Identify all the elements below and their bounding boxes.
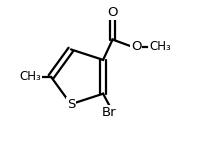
Text: Br: Br xyxy=(102,106,117,119)
Text: CH₃: CH₃ xyxy=(19,70,41,83)
Text: CH₃: CH₃ xyxy=(150,40,171,53)
Text: S: S xyxy=(67,98,75,111)
Text: O: O xyxy=(107,6,118,19)
Text: O: O xyxy=(131,40,141,53)
